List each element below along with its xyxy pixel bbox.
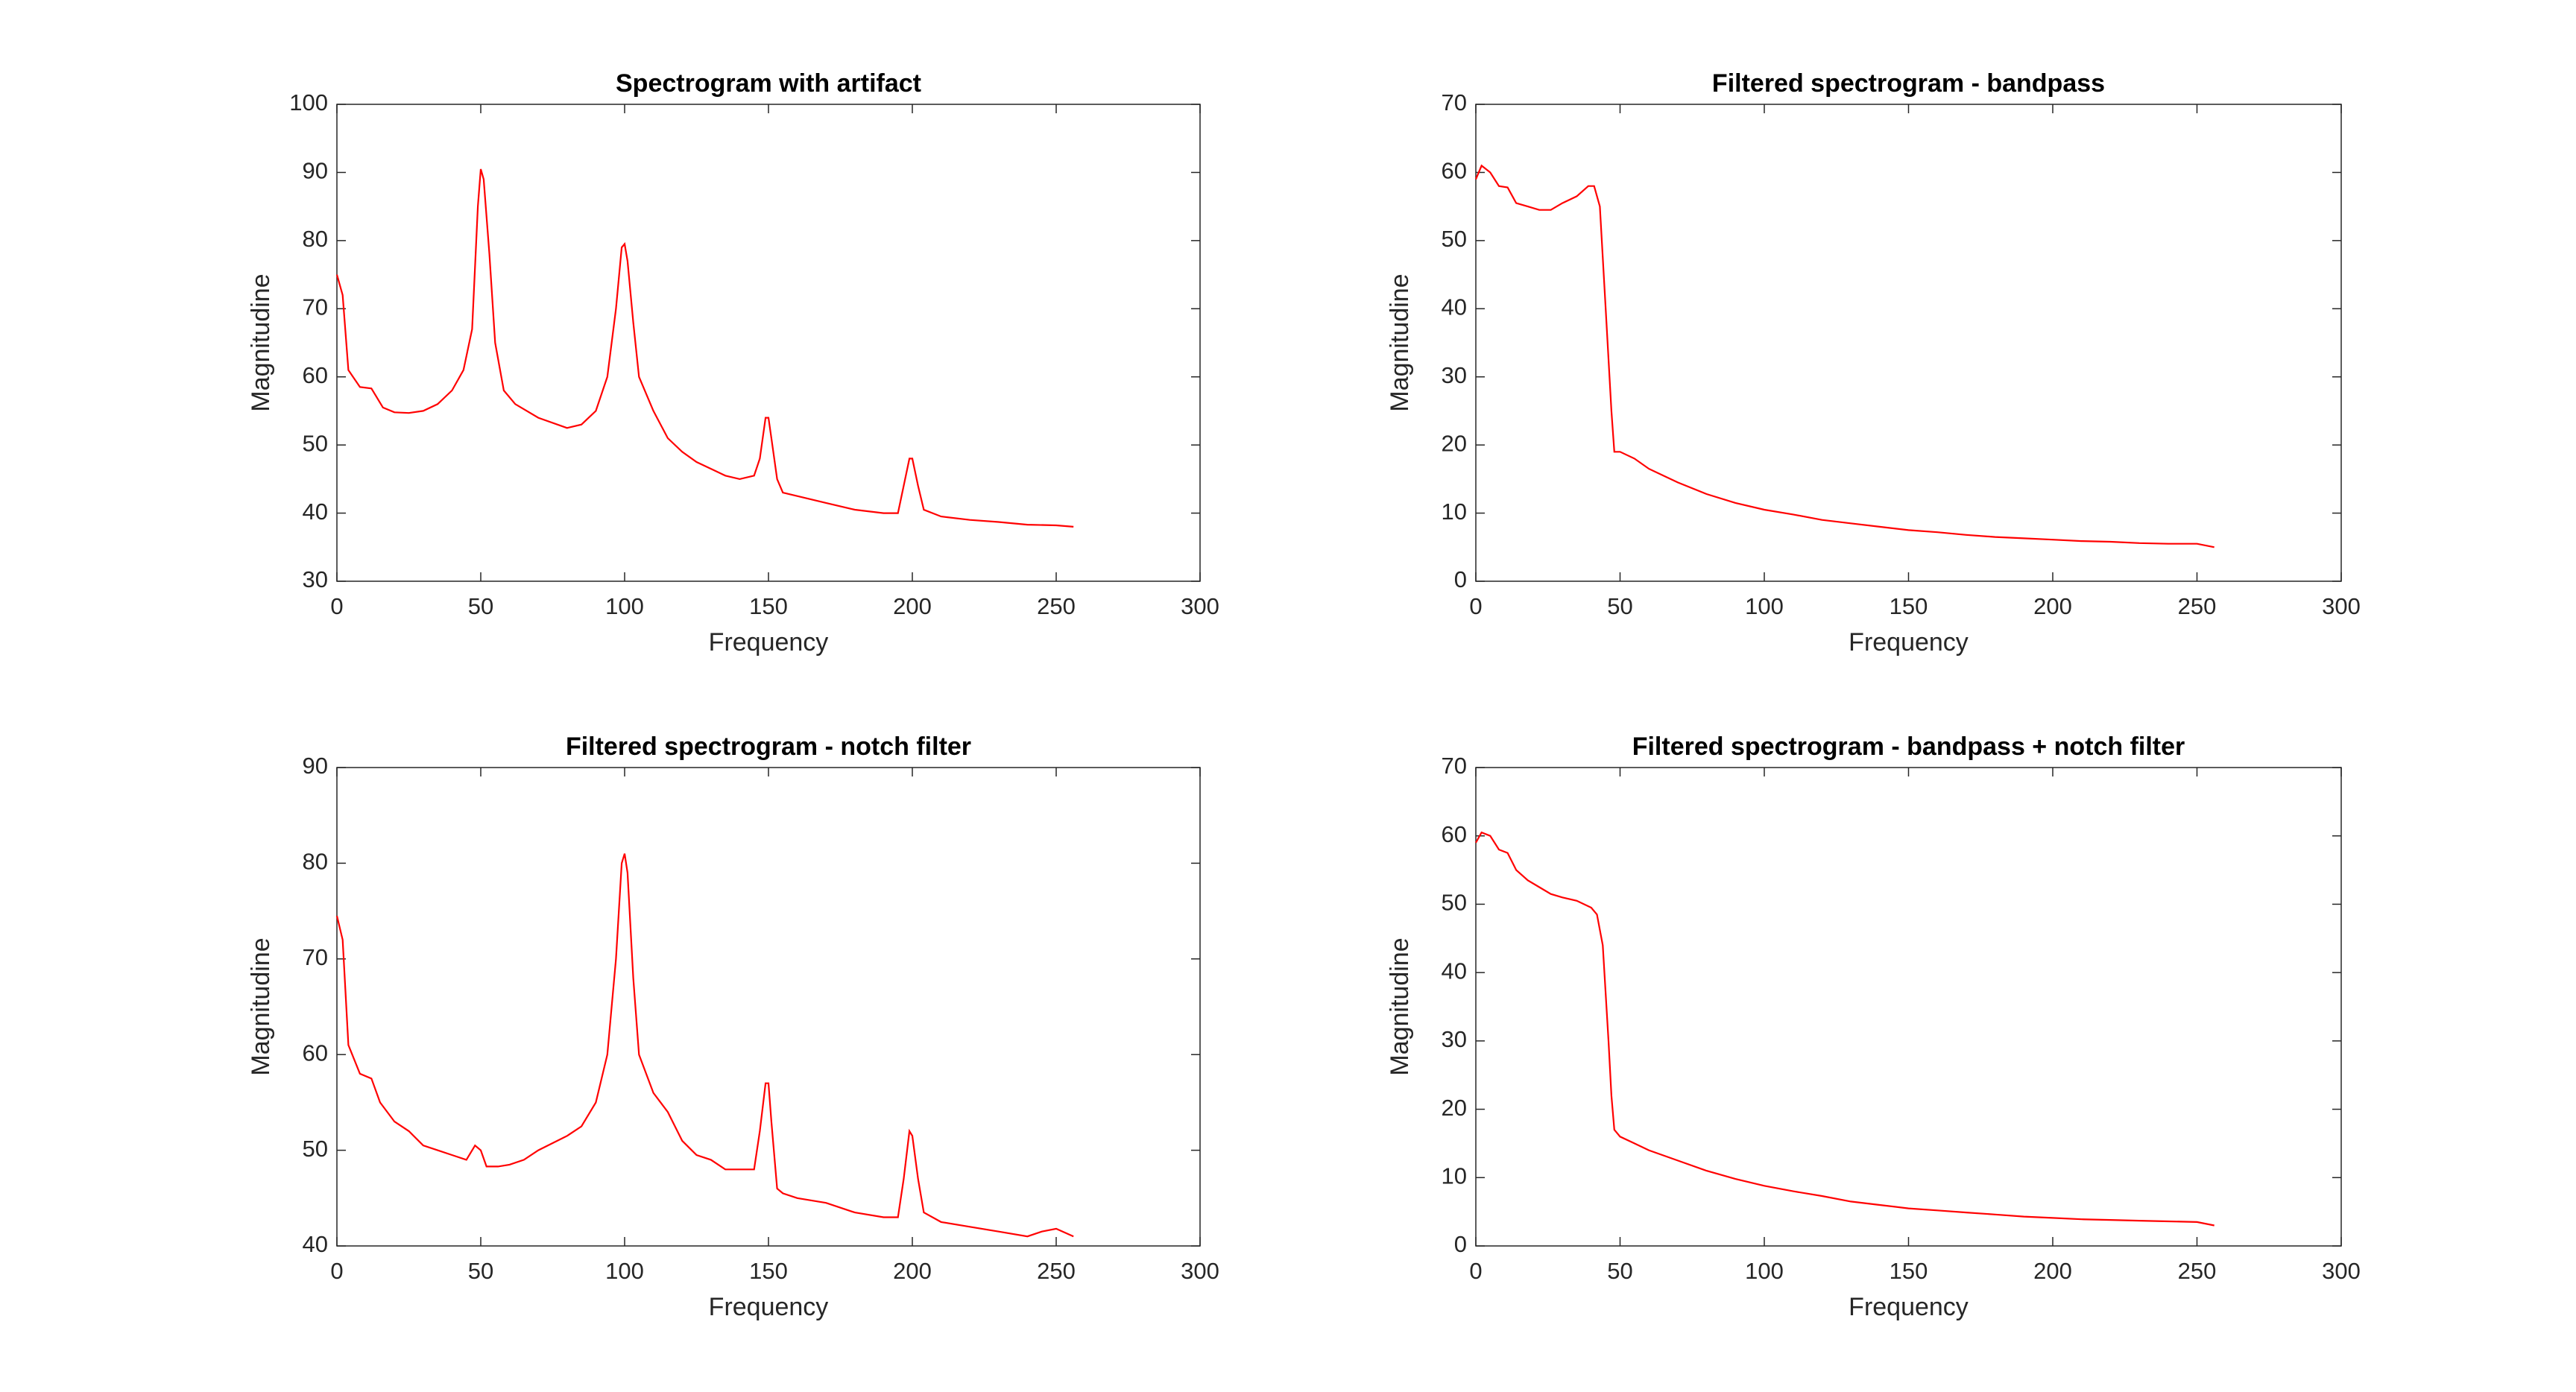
y-tick-label: 70	[1442, 753, 1467, 779]
y-tick-label: 60	[303, 1040, 328, 1066]
x-tick-label: 0	[330, 593, 343, 619]
y-tick-label: 50	[303, 1136, 328, 1162]
x-tick-label: 150	[1890, 1258, 1928, 1284]
y-tick-label: 40	[303, 499, 328, 525]
data-line	[335, 168, 1074, 528]
x-tick-label: 250	[1037, 593, 1076, 619]
plot-area	[1475, 767, 2342, 1247]
y-tick-label: 30	[303, 566, 328, 592]
x-tick-label: 300	[1181, 1258, 1219, 1284]
x-tick-label: 100	[1745, 1258, 1784, 1284]
y-tick-label: 80	[303, 849, 328, 875]
x-tick-label: 300	[2322, 593, 2361, 619]
y-tick-label: 50	[1442, 226, 1467, 252]
y-tick-label: 50	[1442, 890, 1467, 916]
y-tick-label: 70	[303, 944, 328, 970]
y-axis-label: Magnitudine	[1386, 273, 1414, 411]
y-tick-label: 0	[1454, 1231, 1467, 1257]
x-tick-label: 50	[1607, 593, 1632, 619]
x-tick-label: 150	[1890, 593, 1928, 619]
x-axis-label: Frequency	[709, 1293, 829, 1321]
y-axis-label: Magnitudine	[247, 273, 275, 411]
chart-title: Spectrogram with artifact	[616, 69, 921, 98]
y-tick-label: 40	[1442, 294, 1467, 320]
x-tick-label: 150	[749, 1258, 788, 1284]
x-tick-label: 150	[749, 593, 788, 619]
plot-area	[336, 104, 1201, 582]
y-tick-label: 10	[1442, 499, 1467, 525]
y-tick-label: 30	[1442, 362, 1467, 388]
x-tick-label: 250	[2178, 593, 2217, 619]
x-tick-label: 300	[1181, 593, 1219, 619]
y-tick-label: 70	[1442, 89, 1467, 116]
y-tick-label: 30	[1442, 1026, 1467, 1052]
x-axis-label: Frequency	[709, 628, 829, 657]
plot-area	[336, 767, 1201, 1247]
y-axis-label: Magnitudine	[1386, 937, 1414, 1075]
y-tick-label: 90	[303, 753, 328, 779]
data-line	[335, 853, 1074, 1238]
x-axis-label: Frequency	[1849, 1293, 1969, 1321]
x-tick-label: 100	[605, 593, 644, 619]
y-tick-label: 60	[1442, 158, 1467, 184]
y-tick-label: 40	[303, 1231, 328, 1257]
y-tick-label: 90	[303, 158, 328, 184]
x-tick-label: 300	[2322, 1258, 2361, 1284]
y-tick-label: 70	[303, 294, 328, 320]
x-tick-label: 0	[330, 1258, 343, 1284]
x-tick-label: 0	[1469, 593, 1482, 619]
y-tick-label: 10	[1442, 1162, 1467, 1189]
data-line	[1474, 164, 2214, 548]
y-tick-label: 0	[1454, 566, 1467, 592]
x-tick-label: 200	[893, 593, 932, 619]
x-tick-label: 100	[1745, 593, 1784, 619]
y-tick-label: 60	[1442, 821, 1467, 847]
y-tick-label: 20	[1442, 1095, 1467, 1121]
x-tick-label: 250	[2178, 1258, 2217, 1284]
y-axis-label: Magnitudine	[247, 937, 275, 1075]
x-tick-label: 0	[1469, 1258, 1482, 1284]
x-tick-label: 50	[1607, 1258, 1632, 1284]
chart-title: Filtered spectrogram - bandpass + notch …	[1632, 733, 2185, 761]
y-tick-label: 40	[1442, 958, 1467, 984]
y-tick-label: 80	[303, 226, 328, 252]
x-tick-label: 200	[2033, 1258, 2072, 1284]
y-tick-label: 20	[1442, 430, 1467, 456]
plot-area	[1475, 104, 2342, 582]
x-tick-label: 200	[2033, 593, 2072, 619]
x-tick-label: 50	[468, 1258, 493, 1284]
x-tick-label: 100	[605, 1258, 644, 1284]
y-tick-label: 100	[289, 89, 328, 116]
y-tick-label: 50	[303, 430, 328, 456]
chart-title: Filtered spectrogram - notch filter	[566, 733, 971, 761]
data-line	[1475, 831, 2214, 1227]
x-tick-label: 50	[468, 593, 493, 619]
y-tick-label: 60	[303, 362, 328, 388]
x-tick-label: 200	[893, 1258, 932, 1284]
x-axis-label: Frequency	[1849, 628, 1969, 657]
x-tick-label: 250	[1037, 1258, 1076, 1284]
chart-title: Filtered spectrogram - bandpass	[1712, 69, 2105, 98]
